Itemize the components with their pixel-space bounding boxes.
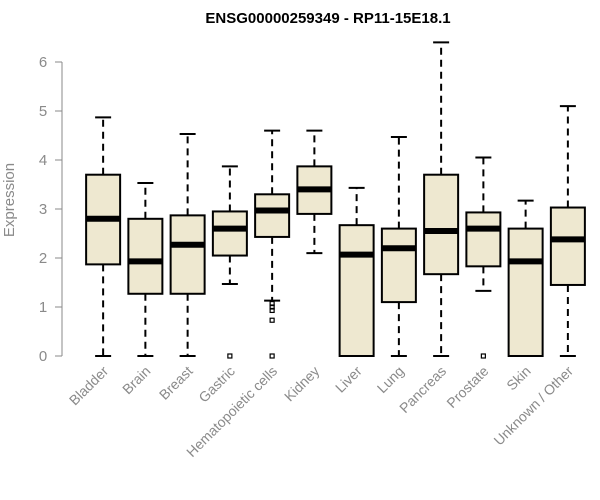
x-tick-label: Unknown / Other bbox=[490, 363, 576, 449]
y-tick-label: 1 bbox=[39, 299, 47, 316]
box-prostate bbox=[465, 156, 502, 359]
y-axis-label: Expression bbox=[1, 163, 18, 237]
x-tick-label: Skin bbox=[503, 363, 534, 394]
box-brain bbox=[127, 182, 164, 357]
y-axis: 0 1 2 3 4 5 6 bbox=[39, 54, 63, 365]
x-tick-label: Bladder bbox=[66, 363, 112, 409]
x-tick-label: Liver bbox=[332, 363, 365, 396]
box-body bbox=[465, 211, 502, 268]
boxes-group bbox=[85, 41, 586, 359]
x-tick-label: Breast bbox=[156, 363, 196, 403]
y-tick-label: 6 bbox=[39, 54, 47, 71]
x-tick-label: Brain bbox=[119, 363, 153, 397]
box-hematopoietic-cells bbox=[254, 129, 291, 359]
box-body bbox=[423, 173, 460, 276]
box-body bbox=[549, 206, 586, 286]
box-body bbox=[169, 214, 206, 295]
x-tick-label: Lung bbox=[374, 363, 407, 396]
box-body bbox=[127, 217, 164, 295]
outlier-point bbox=[227, 353, 233, 359]
box-kidney bbox=[296, 129, 333, 255]
x-tick-label: Pancreas bbox=[396, 363, 449, 416]
box-pancreas bbox=[423, 41, 460, 357]
box-lung bbox=[380, 135, 417, 357]
box-body bbox=[380, 227, 417, 304]
y-tick-label: 5 bbox=[39, 103, 47, 120]
outlier-point bbox=[269, 300, 275, 307]
box-breast bbox=[169, 133, 206, 357]
x-tick-label: Prostate bbox=[443, 363, 491, 411]
box-bladder bbox=[85, 116, 122, 357]
x-tick-label: Kidney bbox=[281, 363, 323, 405]
y-tick-label: 3 bbox=[39, 201, 47, 218]
outlier-point bbox=[480, 353, 486, 359]
y-tick-label: 0 bbox=[39, 348, 47, 365]
box-body bbox=[507, 227, 544, 358]
outlier-point bbox=[269, 317, 275, 323]
box-body bbox=[338, 224, 375, 357]
box-liver bbox=[338, 186, 375, 357]
box-skin bbox=[507, 199, 544, 358]
box-unknown-other bbox=[549, 105, 586, 357]
y-tick-label: 2 bbox=[39, 250, 47, 267]
box-body bbox=[254, 193, 291, 238]
y-tick-label: 4 bbox=[39, 152, 47, 169]
box-gastric bbox=[211, 165, 248, 359]
outlier-point bbox=[269, 353, 275, 359]
chart-title: ENSG00000259349 - RP11-15E18.1 bbox=[205, 10, 450, 27]
box-body bbox=[211, 210, 248, 257]
